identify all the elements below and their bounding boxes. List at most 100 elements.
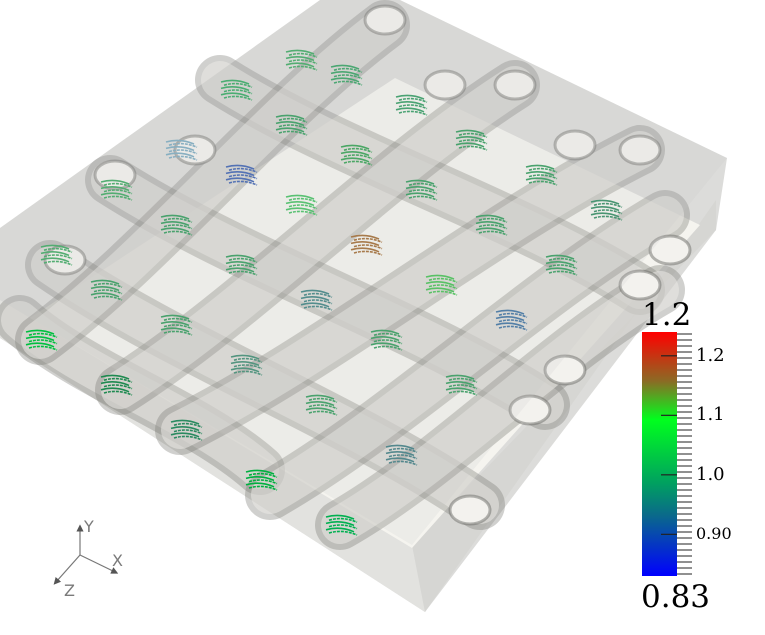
streamline	[398, 97, 428, 103]
streamline	[448, 384, 478, 390]
streamline	[278, 130, 308, 136]
streamline	[350, 241, 380, 247]
streamline	[168, 155, 198, 161]
streamline-cluster	[40, 244, 73, 266]
streamline	[288, 65, 318, 71]
streamline	[228, 180, 258, 186]
streamline	[398, 110, 428, 116]
streamline	[245, 482, 275, 488]
streamline	[525, 171, 555, 177]
streamline	[223, 89, 253, 95]
streamline	[333, 67, 363, 73]
streamline	[350, 234, 380, 240]
streamline	[228, 174, 258, 180]
streamline	[370, 342, 400, 348]
streamline-cluster	[300, 289, 333, 311]
streamline	[395, 94, 425, 100]
streamline	[25, 342, 55, 348]
streamline	[593, 202, 623, 208]
streamline	[225, 254, 255, 260]
streamline	[225, 171, 255, 177]
streamline	[528, 180, 558, 186]
streamline	[545, 254, 575, 260]
streamline	[405, 192, 435, 198]
streamline	[100, 387, 130, 393]
streamline	[285, 201, 315, 207]
streamline	[475, 214, 505, 220]
streamline	[458, 132, 488, 138]
streamline	[170, 426, 200, 432]
streamline	[445, 381, 475, 387]
streamline	[388, 460, 418, 466]
streamline	[405, 179, 435, 185]
streamline-cluster	[220, 79, 253, 101]
streamline	[103, 377, 133, 383]
streamline-cluster	[425, 274, 458, 296]
tube-highlight	[161, 131, 659, 449]
streamline	[173, 422, 203, 428]
streamline-cluster	[230, 354, 263, 376]
streamline	[445, 387, 475, 393]
tube-end-cap	[423, 69, 467, 101]
streamline	[525, 164, 555, 170]
streamline	[278, 124, 308, 130]
streamline	[425, 287, 455, 293]
streamline-cluster	[525, 164, 558, 186]
streamline	[165, 146, 195, 152]
x-axis-arrow	[79, 554, 119, 574]
streamline	[90, 279, 120, 285]
streamline	[370, 329, 400, 335]
streamline	[325, 514, 355, 520]
colorbar-max-label: 1.2	[642, 297, 692, 333]
tube-highlight	[321, 271, 679, 544]
streamline-cluster	[275, 114, 308, 136]
streamline	[285, 49, 315, 55]
streamline	[340, 151, 370, 157]
streamline	[288, 197, 318, 203]
streamline-cluster	[340, 144, 373, 166]
streamline	[43, 247, 73, 253]
streamline	[285, 194, 315, 200]
streamline-cluster	[285, 49, 318, 71]
streamline-cluster	[225, 164, 258, 186]
streamline	[93, 282, 123, 288]
streamline	[245, 476, 275, 482]
streamline	[428, 284, 458, 290]
streamline	[398, 104, 428, 110]
streamline	[165, 152, 195, 158]
streamline	[25, 329, 55, 335]
streamline	[405, 186, 435, 192]
streamline	[100, 179, 130, 185]
streamline	[495, 316, 525, 322]
streamline	[275, 114, 305, 120]
streamline-cluster	[100, 374, 133, 396]
streamline	[223, 95, 253, 101]
streamline	[230, 361, 260, 367]
streamline	[278, 117, 308, 123]
tube-end-cap	[553, 129, 597, 161]
streamline	[545, 267, 575, 273]
streamline	[370, 336, 400, 342]
streamline	[100, 186, 130, 192]
streamline	[388, 447, 418, 453]
streamline	[428, 290, 458, 296]
streamline	[170, 419, 200, 425]
streamline	[248, 472, 278, 478]
streamline	[163, 230, 193, 236]
streamline	[173, 435, 203, 441]
streamline	[350, 247, 380, 253]
streamline	[90, 292, 120, 298]
streamline	[303, 292, 333, 298]
streamline	[163, 317, 193, 323]
streamline-cluster	[495, 309, 528, 331]
streamline	[160, 321, 190, 327]
streamline	[225, 261, 255, 267]
streamline	[340, 144, 370, 150]
streamline	[498, 319, 528, 325]
streamline-cluster	[160, 214, 193, 236]
streamline	[223, 82, 253, 88]
streamline	[245, 469, 275, 475]
streamline-cluster	[395, 94, 428, 116]
